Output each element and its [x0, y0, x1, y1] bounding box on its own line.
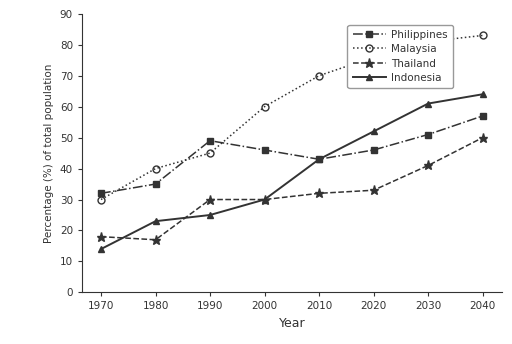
Thailand [262, 197, 268, 202]
Malaysia [98, 197, 104, 202]
Thailand [480, 136, 486, 140]
Malaysia [262, 105, 268, 109]
Thailand [98, 235, 104, 239]
Line: Indonesia: Indonesia [98, 91, 486, 252]
Malaysia [480, 33, 486, 37]
Thailand [371, 188, 377, 192]
Thailand [207, 197, 213, 202]
Philippines [425, 132, 431, 137]
Line: Philippines: Philippines [98, 113, 486, 196]
Philippines [153, 182, 159, 186]
Indonesia [262, 197, 268, 202]
Indonesia [316, 157, 322, 161]
Indonesia [480, 92, 486, 96]
Line: Malaysia: Malaysia [97, 32, 486, 203]
Line: Thailand: Thailand [96, 133, 487, 244]
Legend: Philippines, Malaysia, Thailand, Indonesia: Philippines, Malaysia, Thailand, Indones… [348, 24, 453, 88]
Indonesia [98, 247, 104, 251]
Malaysia [316, 74, 322, 78]
Malaysia [371, 55, 377, 59]
Indonesia [371, 129, 377, 133]
Indonesia [207, 213, 213, 217]
Thailand [425, 163, 431, 168]
Philippines [207, 139, 213, 143]
Malaysia [153, 166, 159, 171]
Philippines [262, 148, 268, 152]
Malaysia [207, 151, 213, 155]
Malaysia [425, 40, 431, 44]
Philippines [316, 157, 322, 161]
Indonesia [425, 101, 431, 106]
X-axis label: Year: Year [279, 317, 305, 330]
Indonesia [153, 219, 159, 223]
Philippines [371, 148, 377, 152]
Thailand [316, 191, 322, 195]
Philippines [98, 191, 104, 195]
Thailand [153, 238, 159, 242]
Philippines [480, 114, 486, 118]
Y-axis label: Percentage (%) of total population: Percentage (%) of total population [44, 63, 54, 243]
